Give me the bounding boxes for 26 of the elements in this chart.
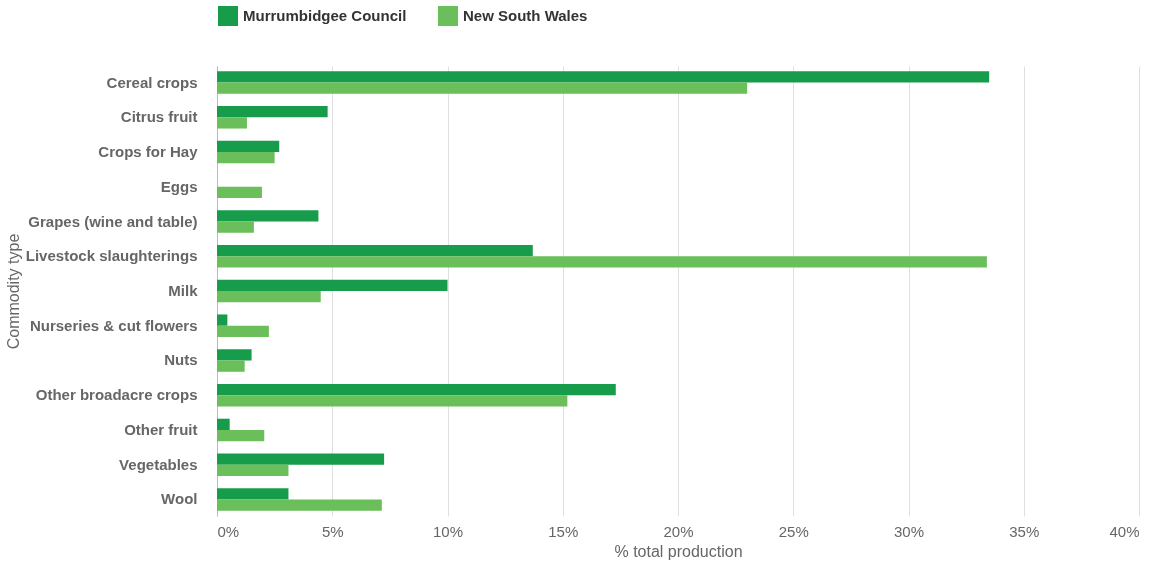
y-tick-label: Livestock slaughterings xyxy=(25,247,198,265)
y-tick-label: Eggs xyxy=(160,177,198,195)
legend-label: Murrumbidgee Council xyxy=(243,7,407,24)
y-tick-label: Wool xyxy=(161,490,198,508)
x-tick-label: 0% xyxy=(217,522,240,540)
y-tick-label: Crops for Hay xyxy=(98,143,199,160)
y-tick-label: Nurseries & cut flowers xyxy=(29,316,198,334)
x-tick-label: 35% xyxy=(1009,522,1040,540)
x-tick-label: 15% xyxy=(548,522,579,540)
x-tick-label: 40% xyxy=(1109,522,1140,540)
y-tick-label: Grapes (wine and table) xyxy=(28,212,198,230)
x-axis-title: % total production xyxy=(614,542,743,560)
y-axis-title: Commodity type xyxy=(4,233,22,350)
x-tick-label: 10% xyxy=(432,522,464,540)
y-tick-label: Nuts xyxy=(164,351,198,369)
x-tick-label: 5% xyxy=(321,522,344,540)
legend-label: New South Wales xyxy=(463,7,588,24)
x-tick-label: 25% xyxy=(778,522,809,540)
y-tick-label: Other fruit xyxy=(124,421,198,438)
y-tick-label: Vegetables xyxy=(119,455,198,473)
x-tick-label: 30% xyxy=(893,522,925,540)
y-tick-label: Milk xyxy=(168,282,199,299)
y-tick-label: Citrus fruit xyxy=(120,108,198,126)
x-tick-label: 20% xyxy=(663,522,694,540)
y-tick-label: Cereal crops xyxy=(106,73,198,91)
y-tick-label: Other broadacre crops xyxy=(35,386,198,404)
